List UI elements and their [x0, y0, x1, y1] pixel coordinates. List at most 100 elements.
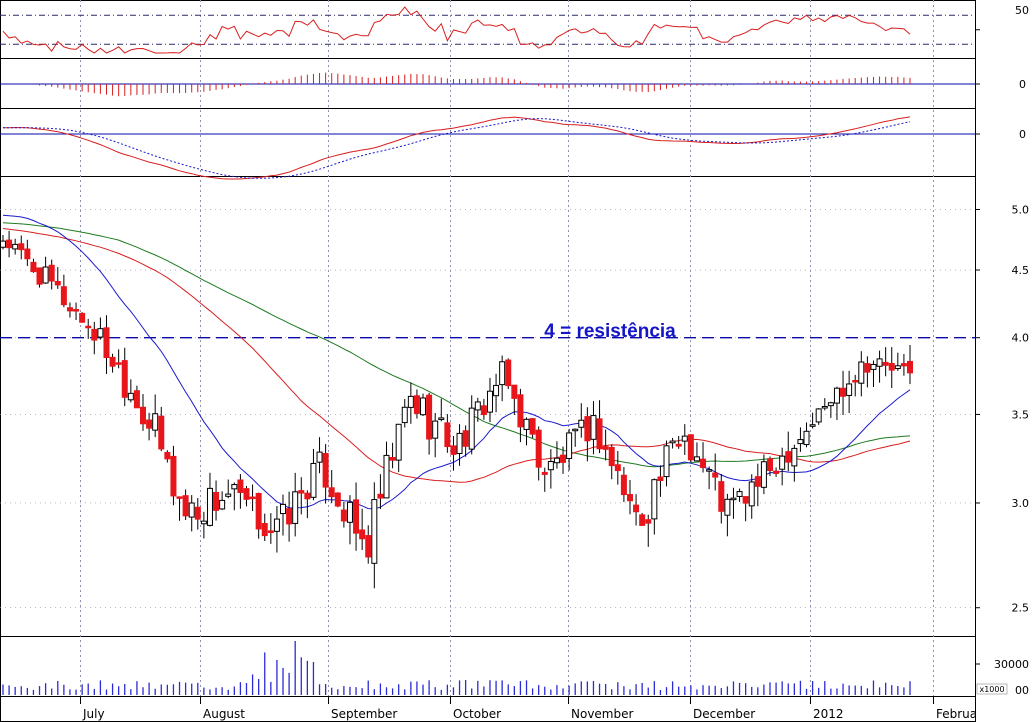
candle-up — [401, 406, 408, 424]
candle-down — [237, 479, 244, 493]
candle-up — [651, 479, 658, 520]
candle-up — [383, 454, 390, 499]
candle-down — [426, 394, 433, 440]
rsi-tick-label: 50 — [1015, 4, 1029, 17]
candle-up — [803, 430, 810, 446]
x-tick-label: November — [571, 707, 633, 721]
candle-up — [693, 456, 700, 462]
candle-down — [620, 474, 627, 496]
candle-down — [675, 443, 682, 447]
x-tick-label: August — [203, 707, 245, 721]
candle-up — [97, 328, 104, 338]
x-tick-label: October — [453, 707, 501, 721]
candle-down — [511, 384, 518, 399]
ma-mid-line — [2, 228, 911, 483]
candle-down — [596, 418, 603, 450]
price-tick-label: 5.0 — [1012, 203, 1030, 216]
candle-down — [48, 264, 55, 282]
candle-up — [438, 417, 445, 420]
candle-down — [115, 362, 122, 365]
candle-up — [468, 407, 475, 450]
candle-down — [389, 457, 396, 461]
candle-up — [724, 498, 731, 516]
candle-up — [821, 406, 828, 409]
candle-up — [748, 481, 755, 507]
candle-up — [127, 392, 134, 401]
candle-down — [608, 446, 615, 467]
candle-down — [140, 406, 147, 425]
candle-up — [833, 387, 840, 404]
candle-up — [846, 383, 853, 396]
candle-down — [24, 248, 31, 260]
candle-down — [754, 476, 761, 487]
candle-down — [298, 490, 305, 494]
candle-down — [742, 496, 749, 504]
candle-up — [12, 243, 19, 250]
candle-down — [158, 415, 165, 450]
candle-down — [766, 458, 773, 472]
candle-up — [316, 451, 323, 463]
candle-up — [486, 390, 493, 413]
candle-down — [133, 390, 140, 409]
candle-up — [523, 418, 530, 430]
candle-down — [146, 419, 153, 429]
candle-down — [535, 429, 542, 468]
candle-down — [85, 325, 92, 329]
candle-down — [541, 471, 548, 475]
candle-up — [815, 408, 822, 423]
candle-up — [736, 491, 743, 497]
candle-up — [553, 457, 560, 464]
candle-up — [231, 484, 238, 490]
candle-down — [103, 327, 110, 359]
candle-up — [200, 520, 207, 525]
candle-down — [718, 481, 725, 512]
candles-group — [0, 230, 913, 589]
x-tick-label: December — [693, 707, 755, 721]
candle-down — [340, 509, 347, 522]
candle-down — [164, 451, 171, 460]
candle-down — [712, 472, 719, 478]
candle-down — [687, 434, 694, 461]
candle-down — [505, 359, 512, 387]
candle-down — [30, 261, 37, 273]
resistance-annotation: 4 = resistência — [544, 321, 676, 342]
candle-up — [456, 432, 463, 454]
candle-up — [395, 423, 402, 461]
candle-up — [280, 503, 287, 515]
candle-up — [188, 502, 195, 518]
candle-down — [322, 452, 329, 488]
candle-up — [760, 461, 767, 488]
candle-down — [645, 519, 652, 524]
candle-down — [529, 418, 536, 435]
candle-down — [907, 360, 913, 374]
candle-up — [152, 413, 159, 431]
candle-up — [663, 445, 670, 478]
candle-up — [346, 501, 353, 523]
candle-up — [590, 415, 597, 440]
candle-up — [669, 440, 676, 444]
candle-down — [109, 356, 116, 367]
candle-up — [870, 363, 877, 370]
candle-up — [681, 435, 688, 442]
price-tick-label: 4.0 — [1012, 332, 1030, 345]
candle-down — [785, 451, 792, 463]
candle-up — [858, 361, 865, 384]
candle-down — [365, 535, 372, 558]
candle-up — [219, 499, 226, 510]
candle-down — [91, 328, 98, 341]
candle-down — [413, 395, 420, 414]
candle-up — [371, 499, 378, 564]
price-tick-label: 4.5 — [1012, 264, 1030, 277]
candle-up — [791, 447, 798, 467]
candle-down — [194, 506, 201, 520]
candle-down — [852, 379, 859, 383]
candle-down — [584, 416, 591, 442]
candle-down — [176, 496, 183, 499]
candle-down — [249, 496, 256, 500]
candle-down — [36, 267, 43, 285]
candle-down — [243, 488, 250, 500]
candle-down — [900, 363, 907, 367]
candle-down — [73, 309, 80, 312]
candle-down — [261, 523, 268, 537]
